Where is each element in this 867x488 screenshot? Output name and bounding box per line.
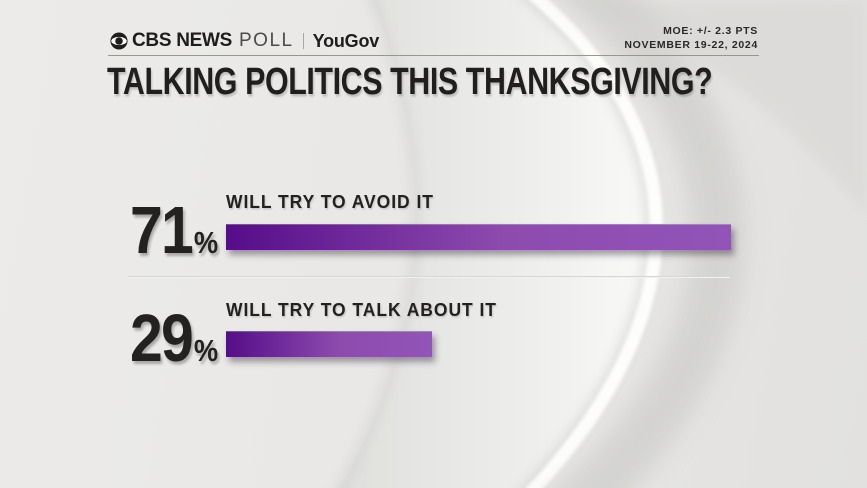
stat-number: 71 xyxy=(130,193,194,268)
percent-sign: % xyxy=(193,333,219,368)
stat-value-avoid: 71 % xyxy=(130,197,218,264)
field-dates-text: NOVEMBER 19-22, 2024 xyxy=(624,38,758,51)
brand-poll: POLL xyxy=(239,30,294,51)
page-title: TALKING POLITICS THIS THANKSGIVING? xyxy=(107,61,713,103)
stat-value-talk: 29 % xyxy=(130,305,218,372)
brand-separator xyxy=(302,33,304,49)
moe-text: MOE: +/- 2.3 PTS xyxy=(663,25,758,37)
bar-label-avoid: WILL TRY TO AVOID IT xyxy=(226,192,434,212)
row-divider xyxy=(128,276,730,278)
brand-cbs-news: CBS NEWS xyxy=(132,30,232,51)
brand-lockup: CBS NEWS POLL YouGov xyxy=(110,30,379,52)
cbs-eye-icon xyxy=(110,32,128,50)
header-rule xyxy=(108,55,759,56)
bar-track-talk xyxy=(226,331,867,357)
bar-avoid xyxy=(226,224,731,250)
stat-number: 29 xyxy=(130,301,194,376)
percent-sign: % xyxy=(193,225,219,260)
bar-talk xyxy=(226,331,433,357)
brand-yougov: YouGov xyxy=(312,30,380,51)
bar-label-talk: WILL TRY TO TALK ABOUT IT xyxy=(226,300,497,320)
methodology-note: MOE: +/- 2.3 PTS NOVEMBER 19-22, 2024 xyxy=(624,25,758,52)
bar-track-avoid xyxy=(226,224,867,250)
